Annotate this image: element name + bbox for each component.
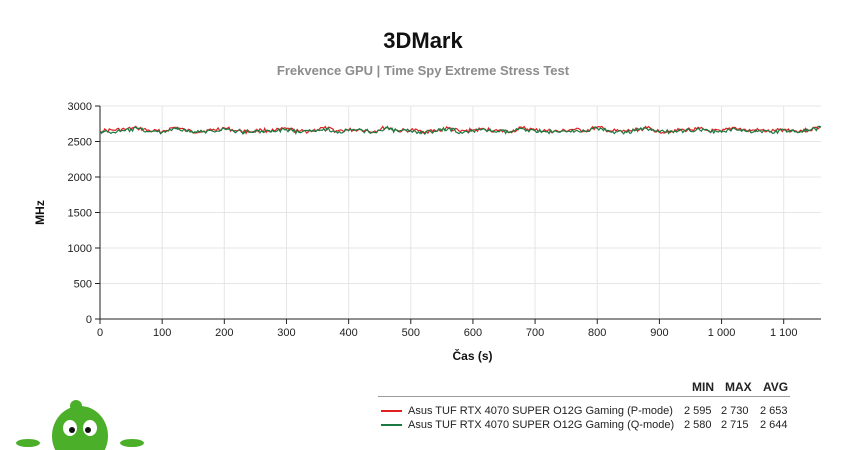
y-tick-label: 1000: [68, 243, 92, 255]
legend-row-q-mode: Asus TUF RTX 4070 SUPER O12G Gaming (Q-m…: [378, 418, 790, 432]
x-tick-label: 1 100: [770, 327, 798, 339]
y-tick-label: 1500: [68, 208, 92, 220]
x-tick-label: 700: [526, 327, 544, 339]
y-tick-label: 0: [86, 314, 92, 326]
chart-title: 3DMark: [383, 28, 463, 53]
x-tick-label: 900: [650, 327, 668, 339]
x-tick-label: 200: [215, 327, 233, 339]
legend-max-header: MAX: [725, 380, 752, 394]
x-axis-label: Čas (s): [452, 348, 492, 363]
x-tick-label: 0: [97, 327, 103, 339]
x-tick-label: 600: [464, 327, 482, 339]
legend-swatch-q-mode: [381, 424, 402, 426]
legend-max-value: 2 730: [721, 405, 749, 417]
y-tick-label: 2000: [68, 172, 92, 184]
x-tick-label: 300: [277, 327, 295, 339]
legend-avg-value: 2 644: [760, 419, 788, 431]
legend-avg-header: AVG: [763, 380, 789, 394]
y-axis-label: MHz: [33, 200, 47, 225]
x-tick-label: 500: [402, 327, 420, 339]
legend-min-value: 2 595: [684, 405, 712, 417]
series-line-q-mode: [99, 125, 822, 136]
x-tick-label: 400: [339, 327, 357, 339]
y-tick-label: 500: [74, 279, 92, 291]
legend-series-name: Asus TUF RTX 4070 SUPER O12G Gaming (P-m…: [408, 405, 673, 417]
legend-series-name: Asus TUF RTX 4070 SUPER O12G Gaming (Q-m…: [408, 419, 675, 431]
x-tick-label: 100: [153, 327, 171, 339]
legend-avg-value: 2 653: [760, 405, 788, 417]
x-tick-label: 1 000: [708, 327, 736, 339]
y-tick-label: 3000: [68, 101, 92, 113]
legend-row-p-mode: Asus TUF RTX 4070 SUPER O12G Gaming (P-m…: [378, 404, 790, 418]
legend-min-value: 2 580: [684, 419, 712, 431]
legend-swatch-p-mode: [381, 410, 402, 412]
legend-min-header: MIN: [692, 380, 714, 394]
legend: MIN MAX AVG Asus TUF RTX 4070 SUPER O12G…: [378, 380, 790, 432]
legend-max-value: 2 715: [721, 419, 749, 431]
chart-subtitle: Frekvence GPU | Time Spy Extreme Stress …: [276, 63, 570, 78]
x-tick-label: 800: [588, 327, 606, 339]
y-tick-label: 2500: [68, 137, 92, 149]
legend-header: MIN MAX AVG: [378, 380, 790, 397]
green-alien-mascot-icon: [16, 400, 144, 450]
